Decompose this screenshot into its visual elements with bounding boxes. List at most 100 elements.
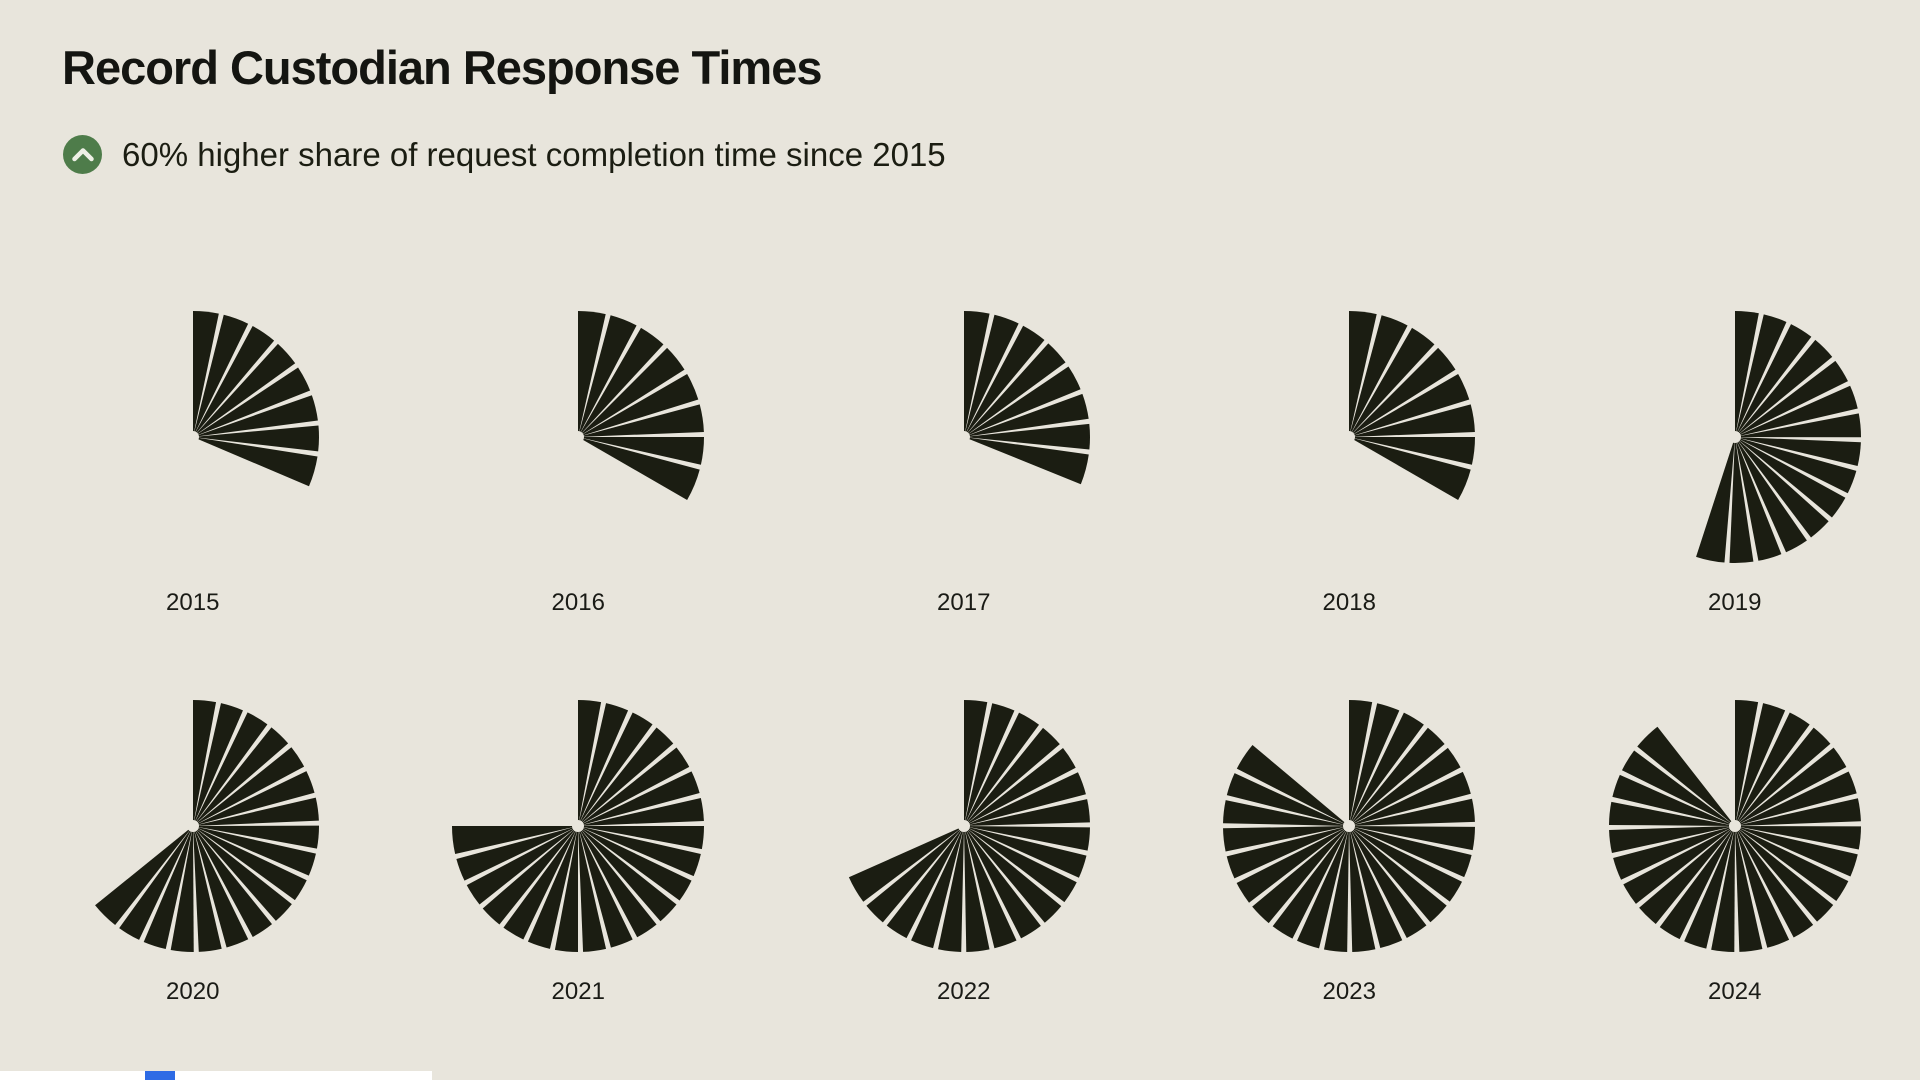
wedge — [1734, 798, 1861, 826]
wedge — [192, 367, 310, 437]
wedge — [1223, 826, 1350, 852]
wedge — [1349, 700, 1373, 826]
wedge — [578, 826, 607, 952]
wedge — [192, 826, 292, 921]
wedge — [963, 437, 1089, 485]
wedge — [1236, 826, 1350, 903]
wedge — [578, 437, 705, 465]
wedge — [1734, 826, 1789, 948]
wedge — [1734, 437, 1846, 518]
wedge — [963, 799, 1090, 826]
wedge — [1349, 315, 1408, 437]
fan-chart-2023: 2023 — [1157, 676, 1543, 1065]
fan-center-hole — [1343, 820, 1356, 832]
wedge — [963, 748, 1076, 826]
wedge — [963, 314, 1019, 437]
wedge — [963, 700, 988, 826]
wedge — [963, 703, 1015, 826]
wedge — [1349, 703, 1400, 826]
wedge — [1349, 347, 1456, 437]
wedge — [963, 826, 1062, 923]
year-label: 2021 — [551, 978, 605, 1005]
wedge — [1608, 801, 1735, 826]
page-title: Record Custodian Response Times — [62, 41, 822, 94]
fan-2020 — [94, 700, 319, 953]
wedge — [1349, 747, 1461, 826]
wedge — [192, 826, 222, 952]
wedge — [1734, 314, 1787, 437]
wedge — [1729, 437, 1754, 564]
wedge — [1734, 437, 1829, 538]
wedge — [456, 826, 579, 881]
year-label: 2022 — [937, 978, 991, 1005]
wedge — [578, 315, 637, 437]
wedge — [1349, 712, 1425, 826]
chevron-up-icon — [71, 148, 94, 162]
wedge — [192, 825, 319, 849]
wedge — [910, 826, 964, 949]
fan-chart-2020: 2020 — [0, 676, 386, 1065]
wedge — [192, 395, 318, 437]
fan-center-hole — [572, 820, 585, 832]
wedge — [1349, 826, 1403, 949]
wedge — [963, 826, 1090, 851]
wedge — [1349, 826, 1447, 923]
fan-center-hole — [957, 820, 970, 832]
wedge — [170, 826, 194, 953]
wedge — [578, 703, 629, 826]
year-label: 2018 — [1322, 589, 1376, 616]
wedge — [1349, 727, 1445, 826]
wedge — [467, 826, 579, 905]
wedge — [578, 771, 700, 826]
wedge — [963, 826, 1017, 949]
fan-chart-2016: 2016 — [386, 287, 772, 676]
wedge — [192, 437, 318, 487]
wedge — [1252, 826, 1350, 924]
wedge — [1349, 826, 1472, 878]
wedge — [1349, 826, 1427, 938]
wedge — [1734, 703, 1785, 826]
wedge — [963, 311, 990, 437]
wedge — [578, 727, 674, 826]
wedge — [503, 826, 579, 940]
wedge — [192, 326, 274, 437]
wedge — [578, 700, 602, 826]
wedge — [1349, 437, 1476, 465]
wedge — [1734, 826, 1763, 952]
fan-center-hole — [957, 431, 970, 443]
wedge — [1734, 826, 1833, 922]
wedge — [1621, 750, 1735, 826]
wedge — [1734, 826, 1858, 877]
wedge — [578, 826, 677, 922]
wedge — [192, 771, 315, 826]
wedge — [1734, 700, 1758, 826]
year-label: 2017 — [937, 589, 991, 616]
wedge — [452, 826, 579, 855]
wedge — [963, 343, 1066, 437]
wedge — [192, 425, 319, 452]
wedge — [1227, 773, 1350, 826]
wedge — [1734, 712, 1810, 826]
subtitle-text: 60% higher share of request completion t… — [122, 135, 946, 173]
wedge — [578, 826, 702, 877]
wedge — [1734, 311, 1759, 437]
wedge — [192, 311, 219, 437]
wedge — [1734, 360, 1848, 437]
fan-chart-2019: 2019 — [1542, 287, 1920, 676]
wedge — [578, 347, 685, 437]
wedge — [482, 826, 579, 925]
wedge — [1608, 826, 1735, 854]
wedge — [1734, 826, 1861, 850]
wedge — [578, 712, 653, 826]
wedge — [192, 747, 304, 826]
wedge — [963, 712, 1039, 826]
wedge — [192, 700, 216, 826]
wedge — [578, 437, 700, 500]
wedge — [1734, 437, 1782, 561]
wedge — [1710, 826, 1735, 952]
wedge — [1695, 437, 1735, 563]
wedge — [886, 826, 964, 939]
wedge — [578, 404, 705, 437]
wedge — [1637, 726, 1735, 826]
year-label: 2016 — [551, 589, 605, 616]
